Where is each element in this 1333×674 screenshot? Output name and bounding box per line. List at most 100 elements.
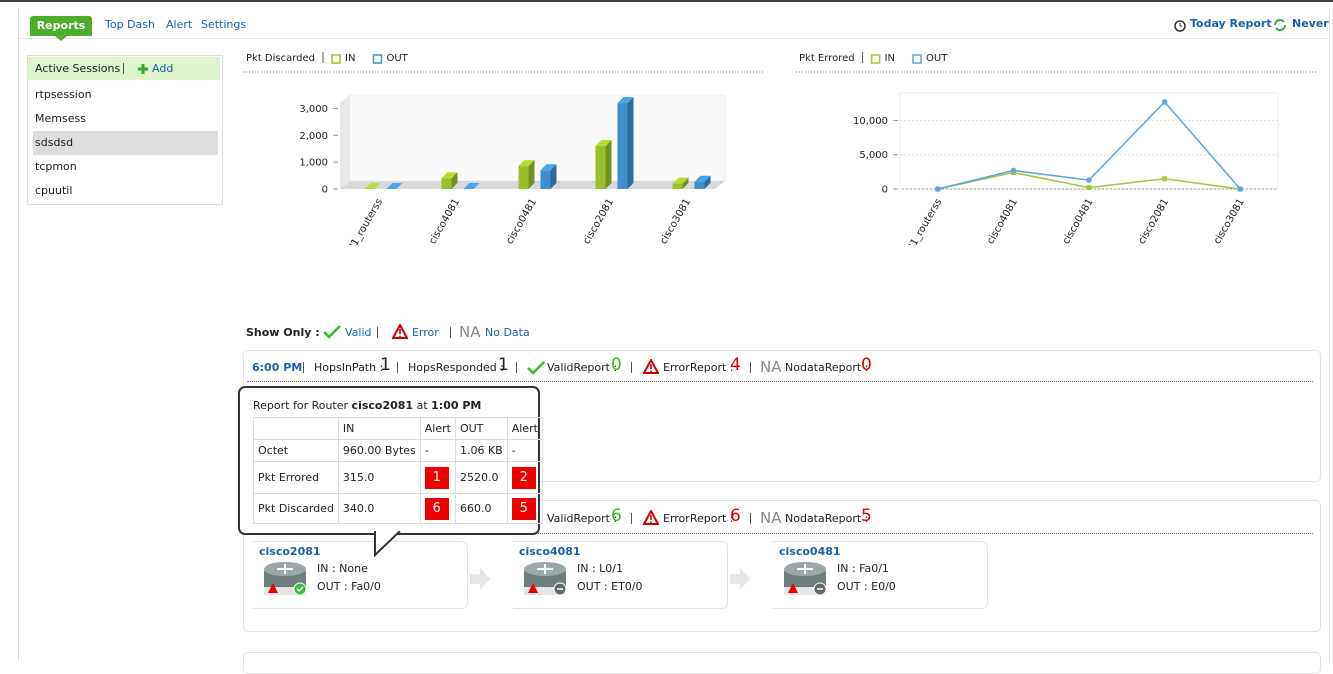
separator (450, 327, 451, 338)
x-tick-label: cisco0481 (504, 197, 539, 245)
cell: 1 (419, 461, 456, 494)
legend-swatch (912, 54, 922, 64)
bar-top (386, 183, 403, 189)
na-icon: NA (459, 323, 481, 341)
cell: - (506, 439, 543, 462)
bar-top (617, 97, 634, 104)
session[interactable]: Memsess (35, 112, 86, 125)
stat-label: ValidReport : (547, 361, 618, 374)
stat-label: ValidReport : (547, 512, 618, 525)
filter-valid[interactable]: Valid (345, 326, 372, 339)
node-out: OUT : E0/0 (837, 580, 896, 593)
tab[interactable]: Alert (166, 18, 193, 31)
error-icon (643, 359, 659, 374)
stat-value: 0 (611, 355, 622, 375)
node-card (773, 541, 988, 609)
filter-error[interactable]: Error (412, 326, 439, 339)
cell: 2520.0 (454, 461, 508, 494)
refresh-icon (1274, 19, 1286, 31)
tab-pointer (55, 36, 67, 41)
header-cell: Alert (419, 417, 456, 440)
header-cell: IN (337, 417, 421, 440)
back-panel (349, 94, 726, 182)
cell: Pkt Discarded (253, 493, 339, 524)
point (1237, 186, 1243, 192)
cell: 660.0 (454, 493, 508, 524)
point (1086, 185, 1092, 191)
y-tick-label: 10,000 (853, 116, 888, 127)
session[interactable]: rtpsession (35, 88, 92, 101)
alert-badge: 2 (511, 466, 536, 489)
bar-side (528, 160, 535, 189)
header-cell: OUT (454, 417, 508, 440)
y-tick-label: 1,000 (299, 158, 328, 169)
router-icon (784, 562, 827, 596)
bar-top (441, 172, 458, 179)
router-icon (524, 562, 567, 596)
node-name[interactable]: cisco2081 (259, 545, 321, 558)
report-box (243, 652, 1321, 674)
popup-router: cisco2081 (351, 399, 414, 412)
stat-label: NodataReport : (785, 361, 869, 374)
cell: Pkt Errored (253, 461, 339, 494)
sidebar-title: Active Sessions (35, 62, 121, 75)
point (935, 186, 941, 192)
point (1086, 177, 1092, 183)
node-name[interactable]: cisco4081 (519, 545, 581, 558)
separator (750, 513, 751, 524)
add-link[interactable]: Add (152, 62, 174, 75)
tab-active[interactable]: Reports (30, 16, 92, 36)
chart-title: Pkt Discarded (246, 53, 315, 64)
x-tick-label: cisco2081_routerss (887, 197, 945, 245)
today-report[interactable]: Today Report (1190, 17, 1272, 30)
router-icon (264, 562, 307, 596)
bar-side (605, 140, 612, 189)
tab[interactable]: Top Dash (105, 18, 155, 31)
legend-swatch (331, 54, 341, 64)
separator (516, 362, 517, 373)
bar (540, 170, 551, 189)
stat-label: HopsResponded : (408, 361, 504, 374)
node-name[interactable]: cisco0481 (779, 545, 841, 558)
y-tick-label: 2,000 (299, 131, 328, 142)
bar-side (451, 172, 458, 189)
session[interactable]: sdsdsd (35, 136, 74, 149)
x-tick-label: cisco3081 (1212, 197, 1247, 245)
bar-top (540, 164, 557, 171)
bar (595, 146, 606, 189)
cell: 340.0 (337, 493, 421, 524)
valid-icon (323, 325, 341, 339)
node-in: IN : Fa0/1 (837, 562, 889, 575)
stat-value: 5 (861, 506, 872, 526)
cell (253, 417, 339, 440)
bar (441, 178, 452, 189)
y-tick-label: 3,000 (299, 104, 328, 115)
separator (303, 362, 304, 373)
bar-side (704, 175, 711, 189)
popup-prefix: Report for Router (253, 399, 349, 412)
session[interactable]: tcpmon (35, 160, 77, 173)
plot-bg (899, 92, 1279, 190)
report-time[interactable]: 6:00 PM (252, 361, 303, 374)
report-divider (247, 381, 1313, 382)
sidebar-header (28, 57, 220, 80)
separator (631, 513, 632, 524)
cell: Octet (253, 439, 339, 462)
header-cell: Alert (506, 417, 543, 440)
alert-badge: 1 (424, 466, 449, 489)
clock-icon (1174, 20, 1186, 32)
session[interactable]: cpuutil (35, 184, 73, 197)
stat-label: ErrorReport : (663, 361, 734, 374)
x-tick-label: cisco4081 (985, 197, 1020, 245)
node-out: OUT : Fa0/0 (317, 580, 381, 593)
filter-no-data[interactable]: No Data (485, 326, 530, 339)
alert-badge: 6 (424, 497, 449, 520)
refresh-never[interactable]: Never (1292, 17, 1329, 30)
legend-label: OUT (926, 53, 948, 64)
point (1010, 167, 1017, 174)
cell: - (419, 439, 456, 462)
nav-line (19, 38, 1328, 39)
tab[interactable]: Settings (201, 18, 247, 31)
stat-value: 1 (498, 355, 509, 375)
